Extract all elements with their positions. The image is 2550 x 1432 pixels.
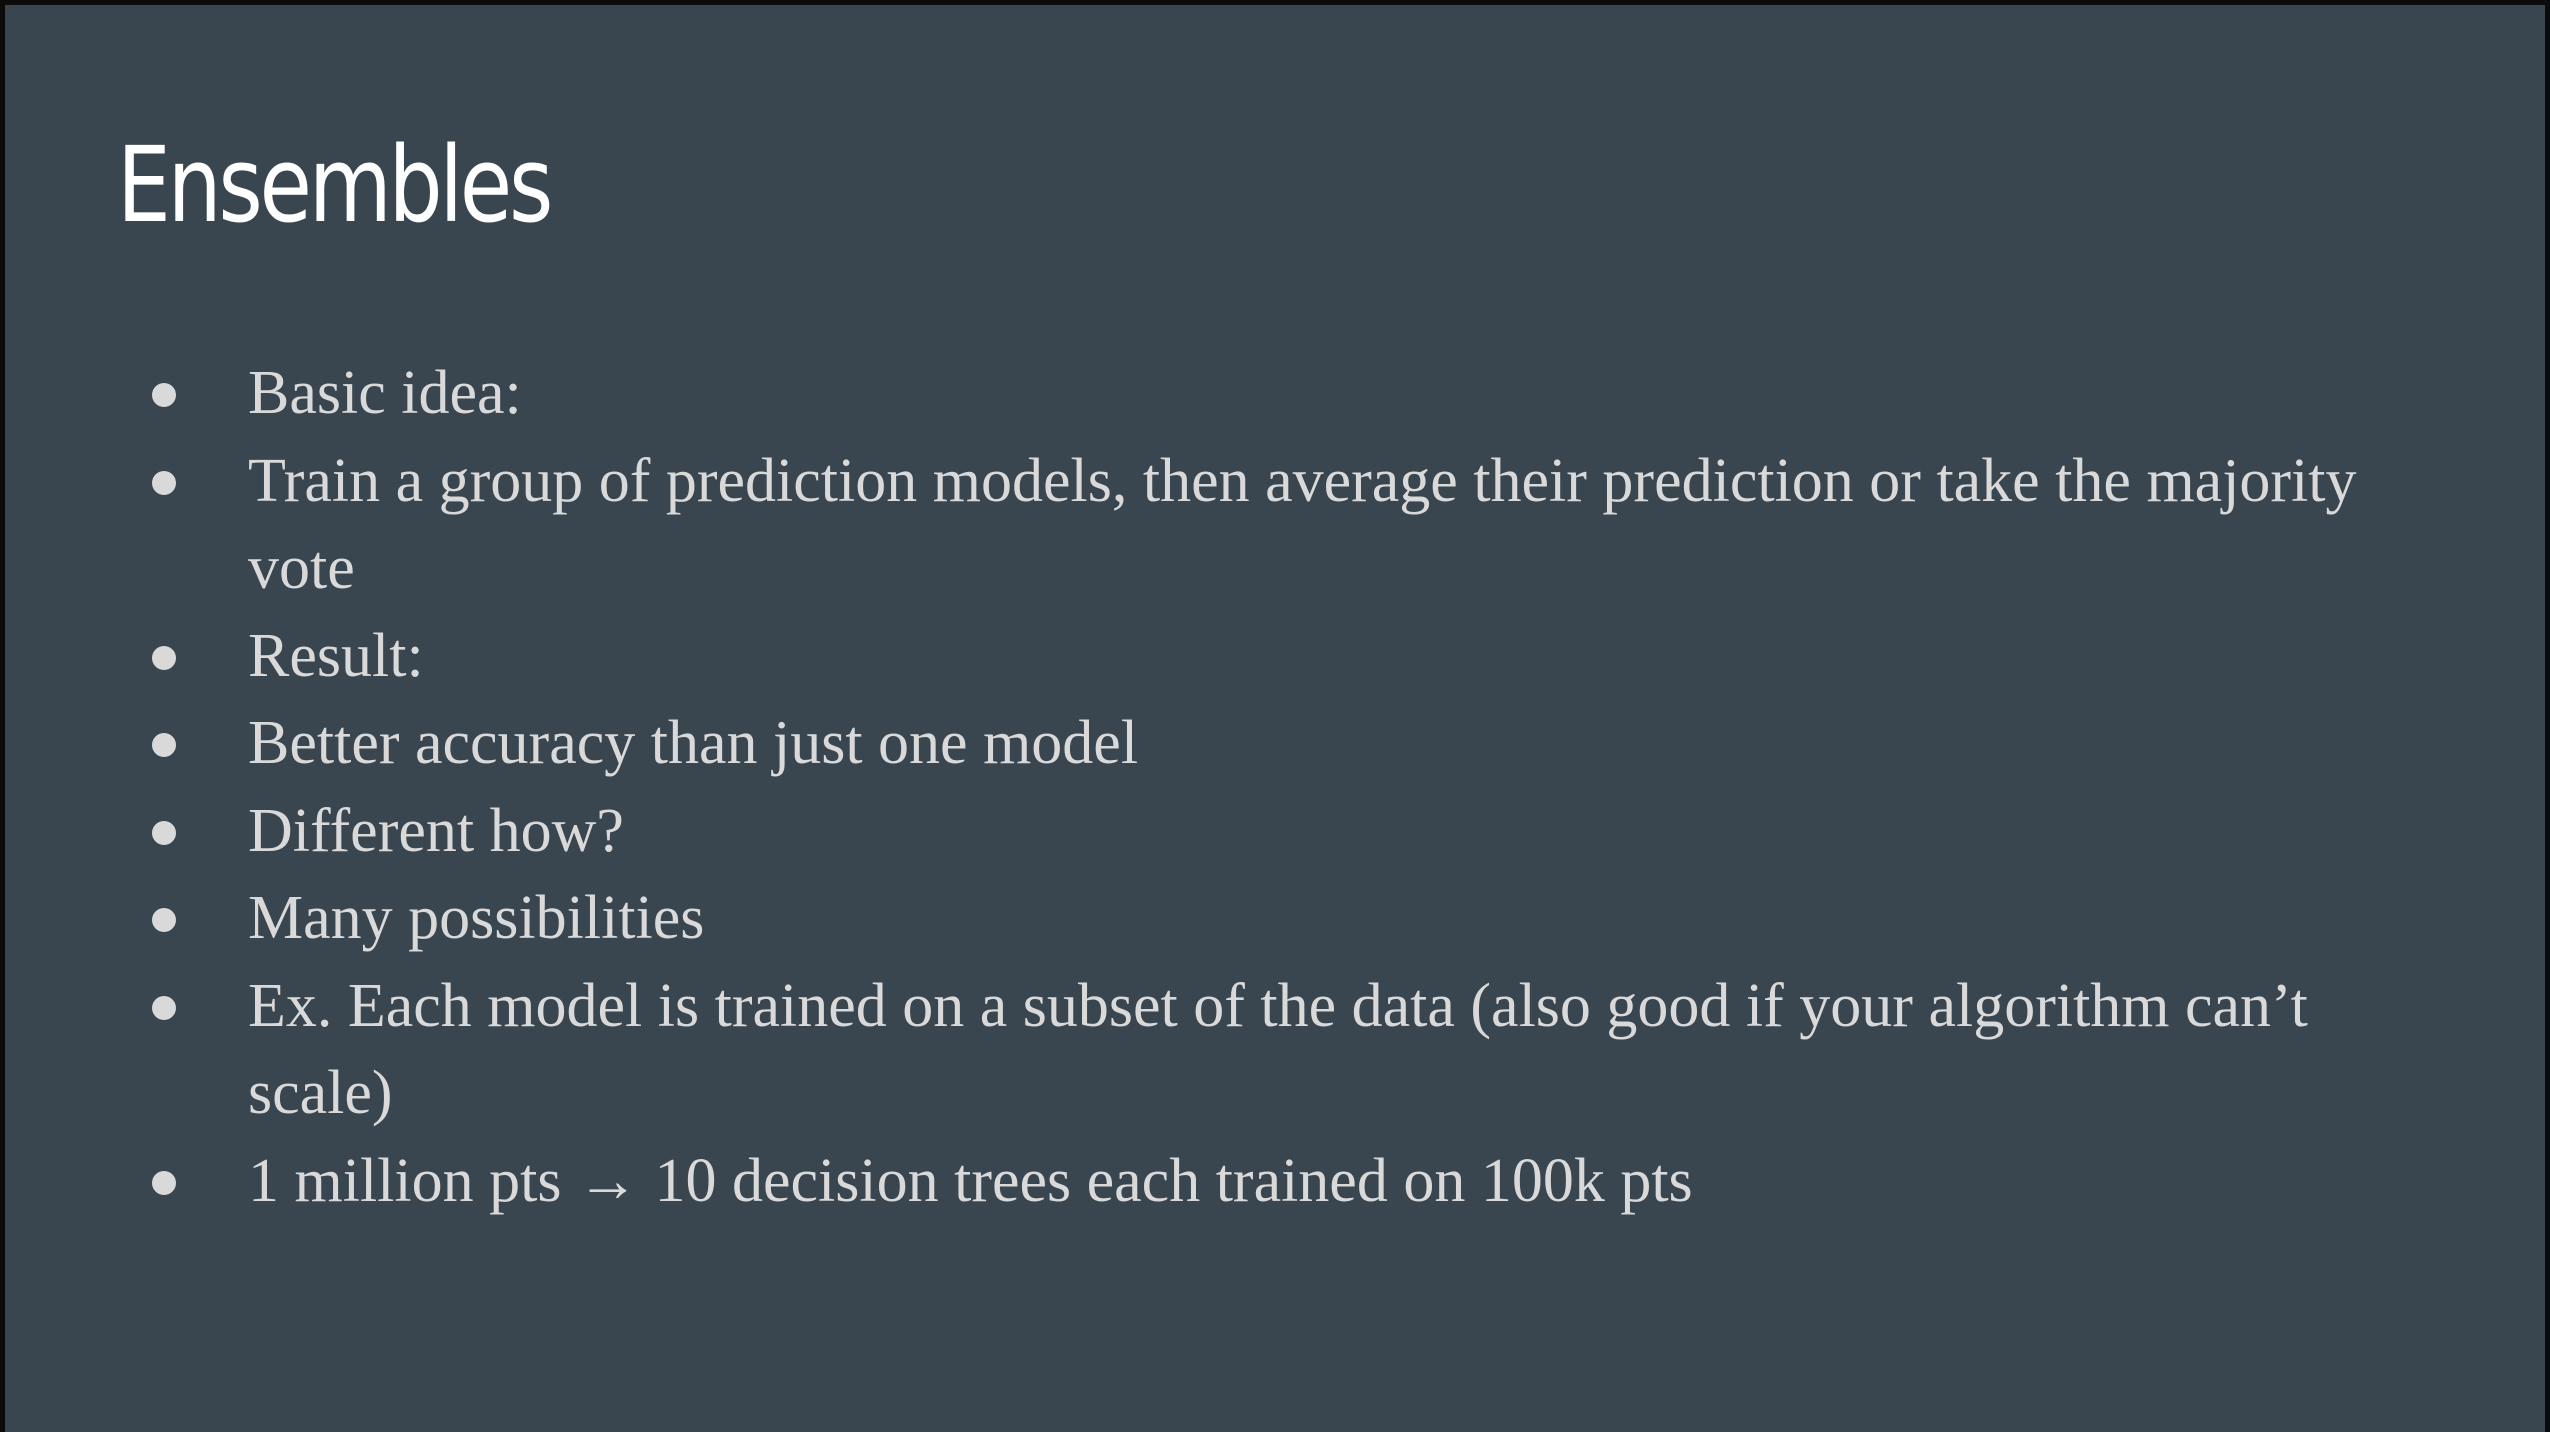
slide-title: Ensembles <box>117 124 553 246</box>
bullet-text: Better accuracy than just one model <box>248 709 1139 777</box>
bullet-text: Train a group of prediction models, then… <box>248 446 2357 603</box>
bullet-icon <box>152 995 176 1020</box>
bullet-text: Many possibilities <box>248 884 705 952</box>
list-item: Better accuracy than just one model <box>145 700 2375 788</box>
bullet-icon <box>152 1170 176 1195</box>
slide: Ensembles Basic idea: Train a group of p… <box>5 5 2545 1432</box>
bullet-icon <box>152 383 176 407</box>
list-item: 1 million pts → 10 decision trees each t… <box>145 1138 2375 1226</box>
list-item: Ex. Each model is trained on a subset of… <box>145 963 2375 1138</box>
list-item: Different how? <box>145 788 2375 876</box>
bullet-icon <box>152 645 176 670</box>
list-item: Result: <box>145 613 2375 701</box>
bullet-icon <box>152 733 176 757</box>
bullet-text: Basic idea: <box>248 359 522 427</box>
bullet-text: Result: <box>248 621 424 690</box>
bullet-text: Ex. Each model is trained on a subset of… <box>248 971 2308 1128</box>
bullet-icon <box>152 820 176 845</box>
bullet-icon <box>152 470 176 495</box>
list-item: Many possibilities <box>145 875 2375 963</box>
list-item: Basic idea: <box>145 350 2375 438</box>
bullet-icon <box>152 908 176 932</box>
bullet-text: Different how? <box>248 796 624 865</box>
list-item: Train a group of prediction models, then… <box>145 438 2375 613</box>
bullet-list: Basic idea: Train a group of prediction … <box>145 350 2375 1225</box>
bullet-text: 1 million pts → 10 decision trees each t… <box>248 1146 1693 1215</box>
